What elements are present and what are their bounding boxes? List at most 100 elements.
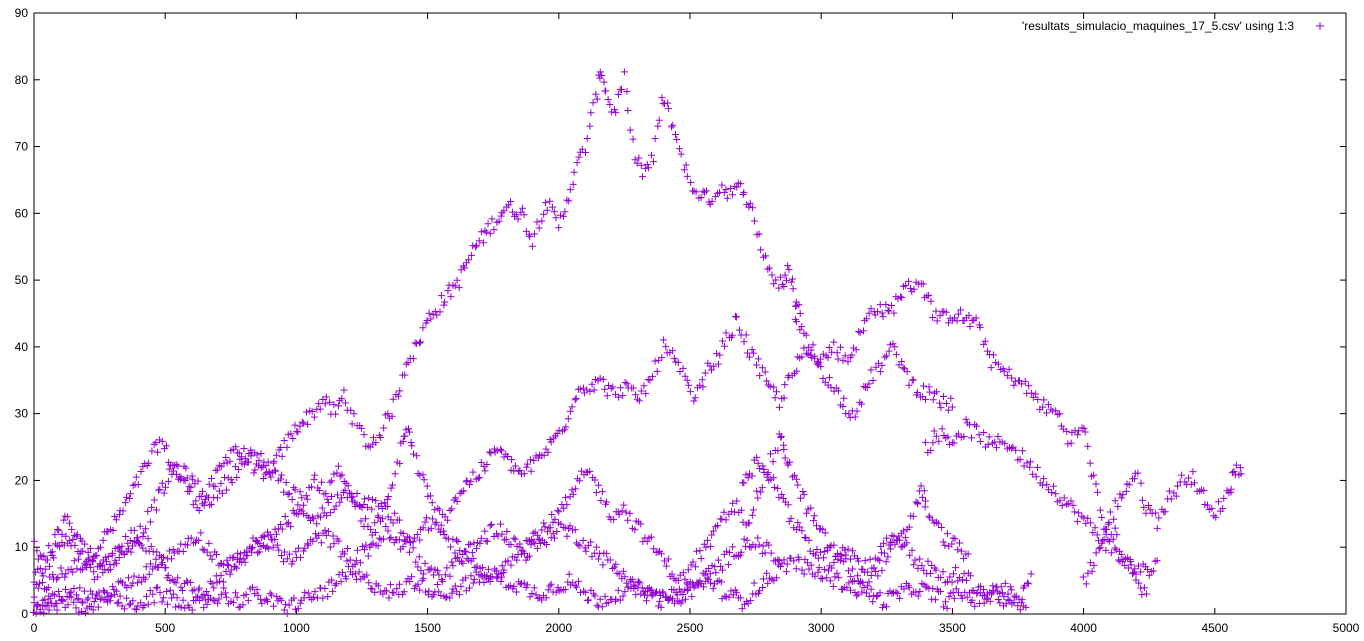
data-point bbox=[551, 515, 559, 523]
data-point bbox=[296, 488, 304, 496]
data-point bbox=[542, 445, 550, 453]
data-point bbox=[494, 532, 502, 540]
data-point bbox=[844, 567, 852, 575]
data-point bbox=[47, 549, 55, 557]
data-point bbox=[30, 578, 38, 586]
data-point bbox=[743, 349, 751, 357]
data-point bbox=[606, 101, 614, 109]
data-point bbox=[592, 489, 600, 497]
data-point bbox=[598, 72, 606, 80]
data-point bbox=[461, 264, 469, 272]
data-point bbox=[640, 382, 648, 390]
data-point bbox=[148, 447, 156, 455]
data-point bbox=[1004, 590, 1012, 598]
y-tick-label: 80 bbox=[15, 73, 29, 87]
data-point bbox=[1149, 567, 1157, 575]
data-point bbox=[766, 450, 774, 458]
data-point bbox=[1012, 446, 1020, 454]
data-point bbox=[564, 415, 572, 423]
data-point bbox=[332, 410, 340, 418]
data-point bbox=[1094, 488, 1102, 496]
data-point bbox=[577, 467, 585, 475]
data-point bbox=[284, 519, 292, 527]
data-point bbox=[690, 397, 698, 405]
y-tick-label: 10 bbox=[15, 540, 29, 554]
data-point bbox=[705, 575, 713, 583]
data-point bbox=[520, 211, 528, 219]
data-point bbox=[276, 595, 284, 603]
data-point bbox=[912, 588, 920, 596]
legend: 'resultats_simulacio_maquines_17_5.csv' … bbox=[1022, 19, 1324, 33]
data-point bbox=[762, 252, 770, 260]
data-point bbox=[420, 476, 428, 484]
data-point bbox=[977, 582, 985, 590]
data-point bbox=[1008, 374, 1016, 382]
data-point bbox=[206, 501, 214, 509]
data-point bbox=[643, 591, 651, 599]
data-point bbox=[334, 402, 342, 410]
data-point bbox=[402, 360, 410, 368]
data-point bbox=[618, 86, 626, 94]
data-point bbox=[544, 448, 552, 456]
data-point bbox=[296, 553, 304, 561]
data-point bbox=[696, 381, 704, 389]
data-point bbox=[811, 572, 819, 580]
data-point bbox=[579, 384, 587, 392]
data-point bbox=[258, 534, 266, 542]
data-point bbox=[62, 570, 70, 578]
data-point bbox=[900, 585, 908, 593]
data-point bbox=[67, 593, 75, 601]
data-point bbox=[45, 562, 53, 570]
data-point bbox=[498, 209, 506, 217]
data-point bbox=[266, 531, 274, 539]
data-point bbox=[906, 551, 914, 559]
data-point bbox=[943, 400, 951, 408]
data-point bbox=[602, 599, 610, 607]
data-point bbox=[177, 474, 185, 482]
data-point bbox=[130, 538, 138, 546]
data-point bbox=[748, 511, 756, 519]
data-point bbox=[631, 156, 639, 164]
data-point bbox=[227, 476, 235, 484]
data-point bbox=[472, 243, 480, 251]
data-point bbox=[109, 583, 117, 591]
data-point bbox=[434, 567, 442, 575]
data-point bbox=[819, 525, 827, 533]
data-point bbox=[718, 181, 726, 189]
data-point bbox=[753, 453, 761, 461]
data-point bbox=[867, 585, 875, 593]
data-point bbox=[980, 429, 988, 437]
data-point bbox=[664, 99, 672, 107]
data-point bbox=[643, 537, 651, 545]
data-point bbox=[774, 556, 782, 564]
data-point bbox=[596, 550, 604, 558]
data-point bbox=[384, 527, 392, 535]
data-point bbox=[356, 559, 364, 567]
data-point bbox=[259, 532, 267, 540]
data-point bbox=[393, 585, 401, 593]
data-point bbox=[688, 593, 696, 601]
data-point bbox=[1027, 389, 1035, 397]
data-point bbox=[931, 596, 939, 604]
data-point bbox=[500, 207, 508, 215]
data-point bbox=[996, 590, 1004, 598]
data-point bbox=[52, 599, 60, 607]
data-point bbox=[510, 534, 518, 542]
data-point bbox=[1131, 565, 1139, 573]
data-point bbox=[1115, 556, 1123, 564]
data-point bbox=[504, 557, 512, 565]
data-point bbox=[675, 597, 683, 605]
data-point bbox=[846, 586, 854, 594]
data-point bbox=[414, 469, 422, 477]
data-point bbox=[170, 549, 178, 557]
data-point bbox=[250, 469, 258, 477]
data-point bbox=[353, 489, 361, 497]
data-point bbox=[310, 413, 318, 421]
data-point bbox=[1025, 382, 1033, 390]
data-point bbox=[669, 121, 677, 129]
data-point bbox=[474, 474, 482, 482]
data-point bbox=[550, 534, 558, 542]
data-point bbox=[265, 545, 273, 553]
data-point bbox=[697, 194, 705, 202]
data-point bbox=[764, 469, 772, 477]
